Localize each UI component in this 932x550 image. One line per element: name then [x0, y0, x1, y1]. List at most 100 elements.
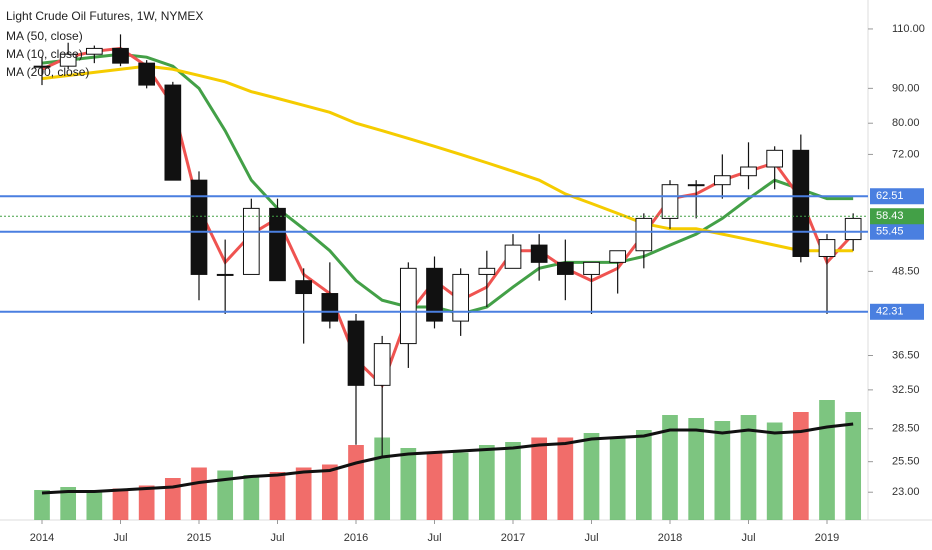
price-layer	[33, 34, 862, 456]
volume-bar	[400, 448, 417, 520]
volume-bar	[348, 445, 364, 520]
volume-bar	[243, 475, 260, 520]
volume-bar	[86, 490, 103, 520]
volume-ma-line	[41, 422, 854, 495]
volume-bar	[138, 485, 155, 520]
candle-body	[452, 273, 470, 322]
volume-bar	[609, 437, 626, 520]
candle-body	[399, 267, 417, 345]
x-tick-label: Jul	[113, 532, 127, 544]
volume-bar	[531, 437, 548, 520]
candle-body	[687, 184, 705, 187]
candle-body	[33, 65, 51, 68]
volume-bar	[635, 430, 652, 520]
y-tick-label: 110.00	[892, 23, 925, 35]
level-label: 42.31	[876, 306, 904, 318]
volume-bar	[164, 478, 181, 520]
axes-layer: 110.00 90.00 80.00 72.00 48.50 36.50 32.50 28.5…	[0, 23, 925, 544]
volume-bar	[557, 437, 574, 520]
legend-entry: MA (200, close)	[6, 65, 89, 79]
x-tick-label: Jul	[427, 532, 441, 544]
candle-body	[164, 84, 182, 181]
volume-bar	[583, 433, 600, 520]
y-tick-label: 80.00	[892, 117, 920, 129]
candle-body	[190, 179, 208, 275]
volume-bar	[191, 467, 207, 520]
volume-bar	[766, 422, 783, 520]
level-label: 62.51	[876, 190, 904, 202]
y-tick-label: 23.00	[892, 486, 920, 498]
candle-body	[478, 267, 496, 275]
x-tick-label: Jul	[741, 532, 755, 544]
level-tag	[870, 188, 924, 205]
x-tick-label: 2017	[501, 532, 525, 544]
level-label: 58.43	[876, 210, 904, 222]
volume-bar	[792, 412, 809, 520]
candle-body	[844, 217, 862, 241]
candle-body	[426, 267, 443, 322]
candle-body	[269, 207, 286, 282]
x-tick-label: 2014	[30, 532, 54, 544]
legend: Light Crude Oil Futures, 1W, NYMEX MA (5…	[6, 9, 203, 79]
candle-body	[661, 184, 679, 219]
x-tick-label: Jul	[270, 532, 284, 544]
candle-body	[138, 62, 156, 86]
candle-body	[556, 261, 574, 275]
volume-bar	[34, 490, 50, 520]
candle-body	[347, 320, 365, 386]
level-tag	[870, 303, 924, 320]
legend-entry: MA (10, close)	[6, 47, 83, 61]
candle-body	[373, 343, 391, 386]
x-tick-label: 2016	[344, 532, 368, 544]
level-tag	[870, 223, 924, 240]
volume-bar	[478, 445, 495, 520]
x-tick-label: 2015	[187, 532, 211, 544]
volume-bar	[688, 418, 705, 520]
volume-bar	[662, 415, 678, 520]
candle-body	[583, 261, 600, 275]
candle-body	[295, 280, 313, 295]
ma-line	[41, 64, 854, 253]
candle-body	[766, 149, 784, 168]
volume-layer	[34, 400, 862, 520]
candle-body	[635, 217, 653, 252]
volume-bar	[295, 467, 312, 520]
candle-body	[530, 244, 548, 263]
y-tick-label: 90.00	[892, 82, 920, 94]
candle-body	[792, 149, 810, 257]
x-tick-label: 2018	[658, 532, 682, 544]
chart-title: Light Crude Oil Futures, 1W, NYMEX	[6, 9, 203, 23]
volume-bar	[714, 421, 731, 520]
volume-bar	[452, 452, 469, 520]
volume-bar	[845, 412, 862, 520]
candle-body	[321, 293, 339, 322]
candle-body	[216, 273, 234, 276]
candle-body	[713, 175, 731, 186]
x-tick-label: Jul	[584, 532, 598, 544]
legend-entry: MA (50, close)	[6, 29, 83, 43]
y-tick-label: 48.50	[892, 265, 920, 277]
level-label: 55.45	[876, 226, 904, 238]
y-tick-label: 72.00	[892, 148, 920, 160]
candle-body	[242, 207, 260, 275]
candle-body	[112, 47, 129, 64]
volume-bar	[112, 488, 129, 520]
y-tick-label: 36.50	[892, 349, 920, 361]
candle-body	[59, 53, 77, 67]
volume-bar	[269, 472, 286, 520]
volume-bar	[217, 470, 234, 520]
volume-bar	[819, 400, 835, 520]
level-tag	[870, 208, 924, 225]
volume-bar	[60, 487, 77, 520]
candle-body	[818, 239, 836, 257]
candle-body	[609, 250, 627, 263]
volume-bar	[740, 415, 757, 520]
candle-body	[740, 166, 757, 177]
candle-body	[85, 47, 103, 55]
y-tick-label: 32.50	[892, 384, 920, 396]
x-tick-label: 2019	[815, 532, 839, 544]
y-tick-label: 25.50	[892, 456, 920, 468]
candle-body	[504, 244, 522, 269]
volume-bar	[426, 452, 443, 520]
